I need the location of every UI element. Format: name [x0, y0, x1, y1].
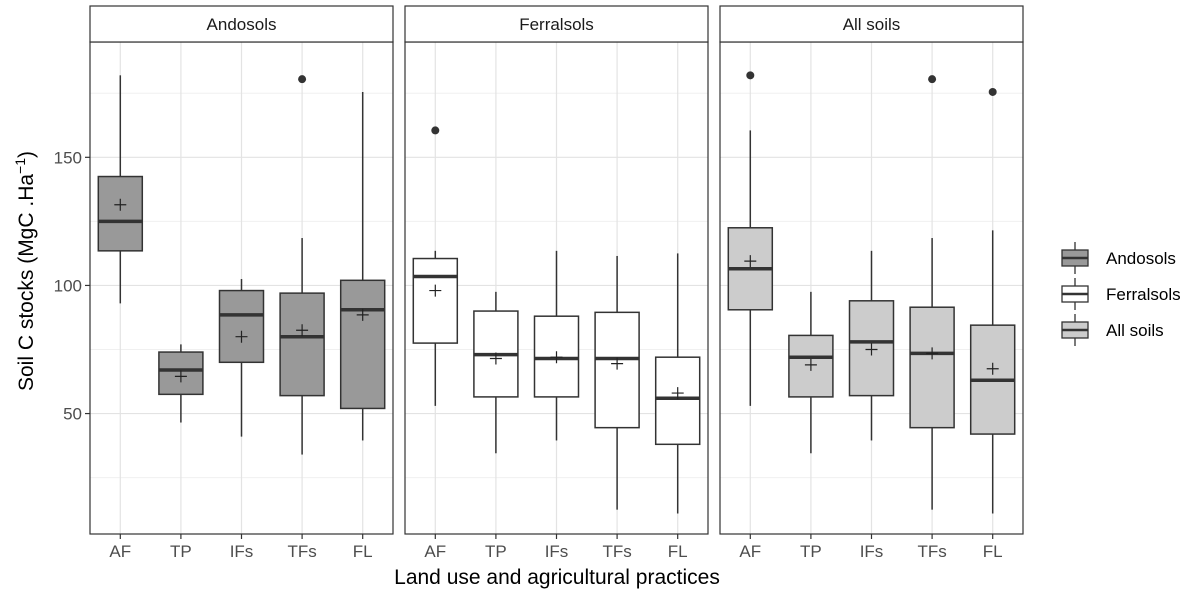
x-tick-label: IFs	[230, 542, 254, 561]
legend-label: Ferralsols	[1106, 285, 1181, 304]
y-tick-label: 50	[63, 405, 82, 424]
mean-marker	[865, 343, 878, 356]
x-axis-title: Land use and agricultural practices	[394, 566, 720, 589]
panel-title: Ferralsols	[519, 15, 594, 34]
box-tp	[788, 291, 834, 454]
mean-marker	[296, 324, 309, 337]
legend-item-andosols: Andosols	[1061, 242, 1176, 274]
outlier-point	[298, 75, 307, 84]
legend-item-ferralsols: Ferralsols	[1061, 278, 1181, 310]
box-body	[594, 311, 640, 429]
mean-marker	[744, 255, 757, 268]
panel-title: Andosols	[207, 15, 277, 34]
box-body	[412, 257, 459, 344]
box-body	[339, 279, 386, 410]
x-tick-label: TP	[485, 542, 507, 561]
x-tick-label: TFs	[602, 542, 631, 561]
panels: Andosols AF TP IFs TFs FL Ferralsols AF TP IFs TFs…	[89, 5, 1024, 561]
mean-marker	[356, 308, 369, 321]
x-tick-label: TFs	[287, 542, 316, 561]
box-body	[279, 292, 325, 397]
outlier-point	[988, 87, 997, 96]
y-tick-label: 100	[54, 276, 82, 295]
x-tick-label: AF	[424, 542, 446, 561]
y-axis-title: Soil C stocks (MgC .Ha−1)	[12, 151, 38, 391]
x-tick-label: FL	[353, 542, 373, 561]
box-af	[727, 71, 774, 406]
outlier-point	[431, 126, 440, 135]
mean-marker	[429, 284, 442, 297]
x-tick-label: IFs	[860, 542, 884, 561]
y-axis-title-exponent: −1	[12, 158, 28, 174]
box-fl	[339, 91, 386, 441]
panel-strip	[89, 5, 394, 43]
box-tfs	[279, 75, 325, 455]
legend-label: Andosols	[1106, 249, 1176, 268]
x-tick-label: TP	[800, 542, 822, 561]
mean-marker	[235, 330, 248, 343]
mean-marker	[926, 347, 939, 360]
box-fl	[654, 253, 701, 514]
mean-marker	[489, 352, 502, 365]
mean-marker	[114, 198, 127, 211]
box-tp	[158, 344, 204, 423]
x-tick-label: FL	[983, 542, 1003, 561]
box-af	[97, 75, 144, 304]
panel-all-soils: All soils AF TP IFs TFs FL	[719, 5, 1024, 561]
box-ifs	[533, 250, 580, 441]
mean-marker	[671, 387, 684, 400]
x-tick-label: FL	[668, 542, 688, 561]
x-tick-label: IFs	[545, 542, 569, 561]
x-tick-label: TP	[170, 542, 192, 561]
outlier-point	[746, 71, 755, 80]
mean-marker	[804, 358, 817, 371]
legend-label: All soils	[1106, 321, 1164, 340]
y-tick-label: 150	[54, 148, 82, 167]
box-ifs	[218, 279, 265, 437]
mean-marker	[174, 370, 187, 383]
panel-strip	[404, 5, 709, 43]
outlier-point	[928, 75, 937, 84]
x-tick-label: AF	[739, 542, 761, 561]
box-ifs	[848, 250, 895, 441]
box-tfs	[594, 255, 640, 510]
box-body	[218, 289, 265, 364]
panel-ferralsols: Ferralsols AF TP IFs TFs FL	[404, 5, 709, 561]
y-axis: 50 100 150	[54, 148, 90, 424]
mean-marker	[611, 357, 624, 370]
box-body	[158, 351, 204, 396]
box-fl	[969, 87, 1016, 514]
box-af	[412, 126, 459, 406]
panel-andosols: Andosols AF TP IFs TFs FL	[89, 5, 394, 561]
mean-marker	[986, 362, 999, 375]
box-body	[909, 306, 955, 429]
box-tp	[473, 291, 519, 454]
mean-marker	[550, 351, 563, 364]
legend: Andosols Ferralsols All soils	[1061, 242, 1181, 346]
x-tick-label: AF	[109, 542, 131, 561]
box-body	[654, 356, 701, 446]
panel-strip	[719, 5, 1024, 43]
panel-title: All soils	[843, 15, 901, 34]
box-body	[97, 175, 144, 252]
box-tfs	[909, 75, 955, 510]
legend-item-all-soils: All soils	[1061, 314, 1164, 346]
x-tick-label: TFs	[917, 542, 946, 561]
